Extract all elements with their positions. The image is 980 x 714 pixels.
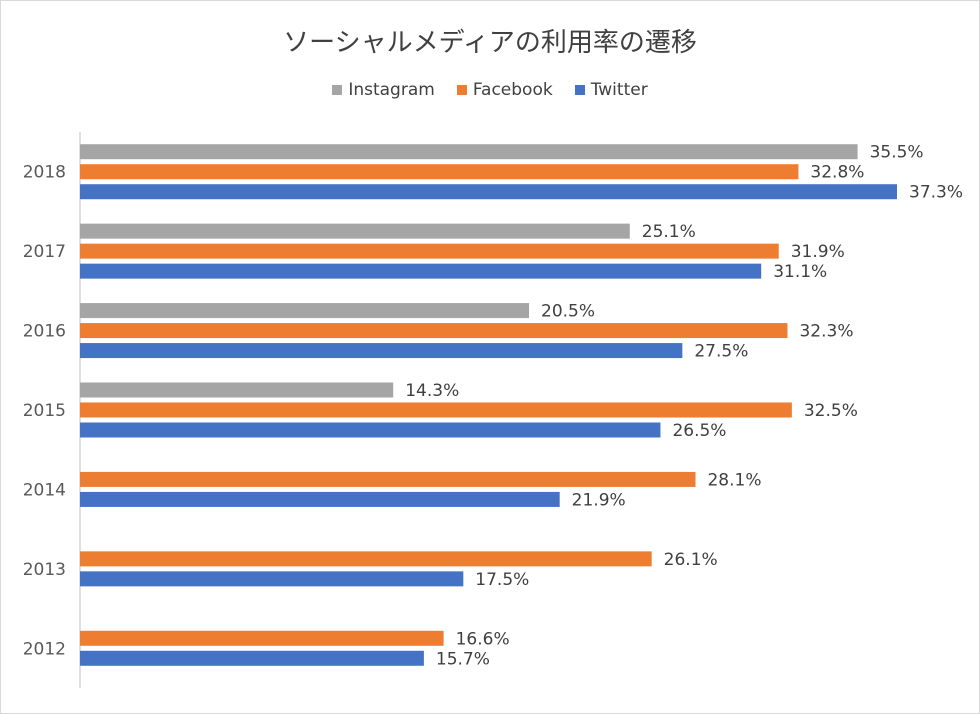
bar-instagram-2018 [80,144,858,160]
bar-twitter-2012 [80,650,424,666]
category-label: 2016 [23,322,66,342]
data-label: 16.6% [456,629,510,649]
data-label: 32.3% [799,322,853,342]
bar-facebook-2014 [80,471,696,487]
bar-twitter-2016 [80,343,683,359]
bar-instagram-2017 [80,223,630,239]
data-label: 21.9% [572,490,626,510]
bar-instagram-2015 [80,382,394,398]
data-label: 31.9% [791,242,845,262]
category-label: 2017 [23,242,66,262]
bar-twitter-2014 [80,491,560,507]
bar-twitter-2017 [80,263,762,279]
legend-label: Facebook [472,80,553,100]
data-label: 28.1% [707,470,761,490]
legend-swatch [456,85,467,95]
category-label: 2013 [23,560,66,580]
bar-facebook-2015 [80,402,792,418]
bar-twitter-2018 [80,184,897,200]
data-label: 15.7% [436,649,490,669]
bar-twitter-2013 [80,571,464,587]
data-label: 35.5% [870,143,924,163]
bar-twitter-2015 [80,422,661,438]
data-label: 27.5% [694,342,748,362]
bar-facebook-2012 [80,630,444,646]
data-label: 26.1% [664,550,718,570]
chart-title: ソーシャルメディアの利用率の遷移 [283,28,697,58]
category-label: 2015 [23,401,66,421]
data-label: 14.3% [405,381,459,401]
data-label: 20.5% [541,302,595,322]
data-label: 32.8% [810,163,864,183]
bar-facebook-2018 [80,164,799,180]
data-label: 25.1% [642,222,696,242]
category-label: 2018 [23,163,66,183]
bar-instagram-2016 [80,303,530,319]
bar-facebook-2013 [80,551,652,567]
data-label: 32.5% [804,401,858,421]
category-label: 2014 [23,480,66,500]
data-label: 31.1% [773,262,827,282]
data-label: 37.3% [909,183,963,203]
data-label: 26.5% [672,421,726,441]
legend-swatch [574,85,585,95]
legend-label: Instagram [348,80,435,100]
legend-swatch [332,85,343,95]
chart-legend: Instagram Facebook Twitter [0,80,980,100]
legend-item-instagram: Instagram [332,80,435,100]
legend-item-twitter: Twitter [574,80,648,100]
data-label: 17.5% [475,570,529,590]
legend-item-facebook: Facebook [456,80,553,100]
legend-label: Twitter [590,80,648,100]
bar-facebook-2016 [80,323,788,339]
bar-facebook-2017 [80,243,779,259]
category-label: 2012 [23,639,66,659]
